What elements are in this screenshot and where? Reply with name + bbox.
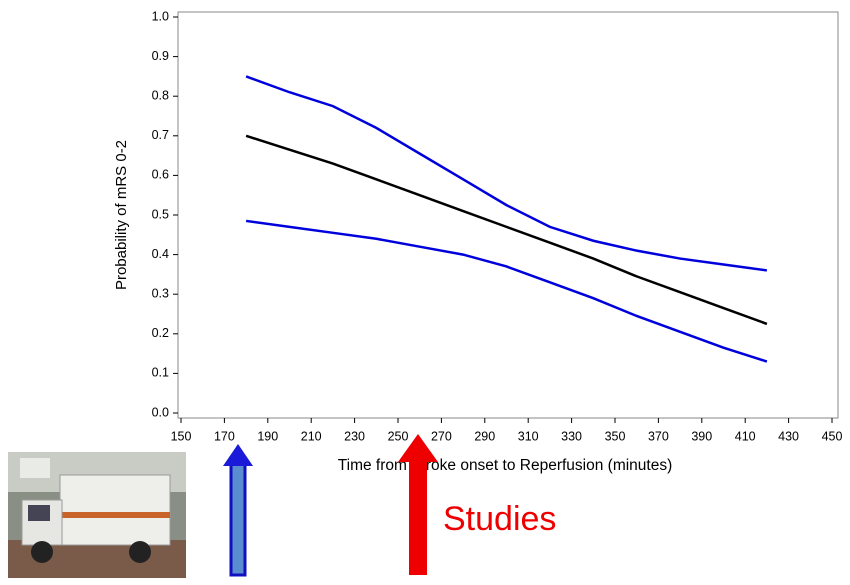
y-tick-label: 0.2 (152, 326, 169, 340)
annotation: Studies (443, 500, 556, 538)
red-arrow (398, 434, 438, 575)
y-tick-label: 0.4 (152, 247, 169, 261)
x-tick-label: 350 (605, 429, 626, 443)
series-line (246, 221, 767, 362)
y-tick-label: 0.5 (152, 207, 169, 221)
x-tick-label: 150 (171, 429, 192, 443)
y-tick-label: 0.7 (152, 128, 169, 142)
x-tick-label: 250 (388, 429, 409, 443)
ambulance-photo (8, 452, 186, 578)
y-tick-label: 0.1 (152, 366, 169, 380)
plot-frame (178, 12, 838, 418)
x-tick-label: 170 (214, 429, 235, 443)
blue-arrow (223, 444, 253, 575)
x-tick-label: 270 (431, 429, 452, 443)
x-tick-label: 450 (822, 429, 843, 443)
series-line (246, 76, 767, 270)
series-line (246, 136, 767, 324)
x-axis-label: Time from Stroke onset to Reperfusion (m… (338, 457, 673, 474)
y-tick-label: 0.6 (152, 168, 169, 182)
x-tick-label: 230 (344, 429, 365, 443)
y-tick-label: 0.8 (152, 88, 169, 102)
x-tick-label: 310 (518, 429, 539, 443)
x-tick-label: 390 (691, 429, 712, 443)
y-tick-label: 0.9 (152, 49, 169, 63)
y-tick-label: 0.0 (152, 405, 169, 419)
y-tick-label: 1.0 (152, 9, 169, 23)
x-tick-label: 330 (561, 429, 582, 443)
x-tick-label: 370 (648, 429, 669, 443)
x-tick-label: 410 (735, 429, 756, 443)
y-axis-label: Probability of mRS 0-2 (113, 140, 130, 290)
x-tick-label: 190 (257, 429, 278, 443)
x-tick-label: 430 (778, 429, 799, 443)
x-tick-label: 290 (474, 429, 495, 443)
chart: Probability of mRS 0-2 Time from Stroke … (0, 0, 850, 585)
y-tick-label: 0.3 (152, 286, 169, 300)
x-tick-label: 210 (301, 429, 322, 443)
